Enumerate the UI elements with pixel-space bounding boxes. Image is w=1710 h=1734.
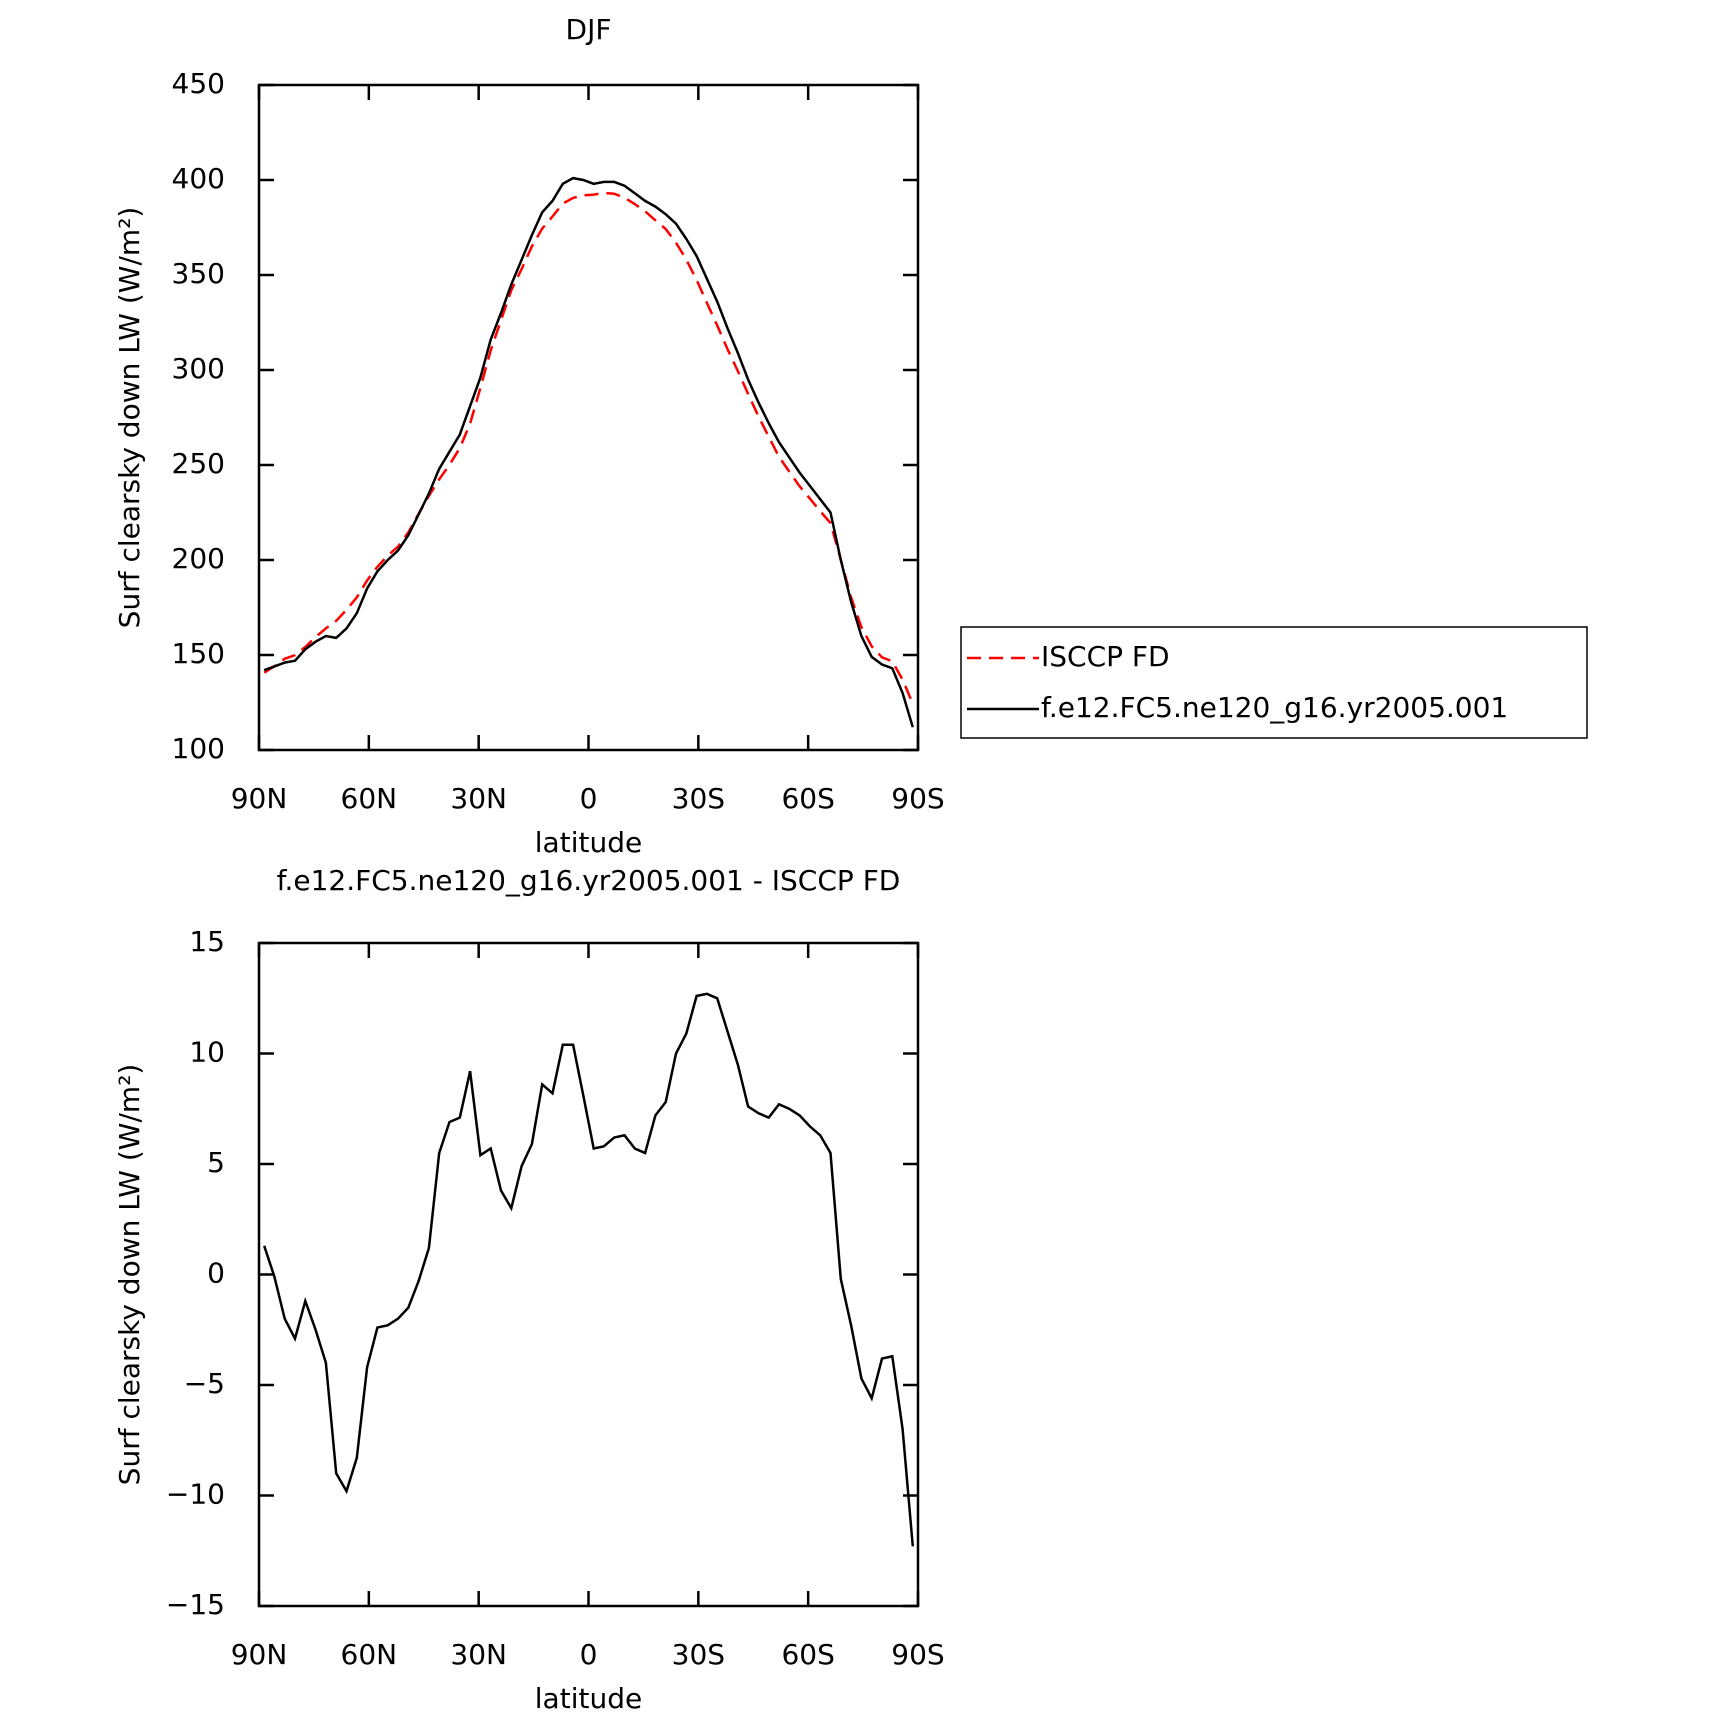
x-axis-label: latitude [535, 826, 642, 859]
x-tick-label: 90N [231, 1638, 288, 1671]
x-tick-label: 30S [672, 1638, 725, 1671]
x-axis-label: latitude [535, 1682, 642, 1715]
x-tick-label: 30N [450, 782, 507, 815]
y-axis-label: Surf clearsky down LW (W/m²) [113, 207, 146, 629]
y-tick-label: 300 [172, 352, 225, 385]
x-tick-label: 90N [231, 782, 288, 815]
x-tick-label: 30N [450, 1638, 507, 1671]
plot-frame [257, 941, 920, 1608]
y-tick-label: 100 [172, 732, 225, 765]
x-tick-label: 0 [580, 1638, 598, 1671]
x-tick-label: 60N [341, 782, 398, 815]
x-tick-label: 90S [891, 782, 944, 815]
y-tick-label: 200 [172, 542, 225, 575]
data-line [263, 191, 914, 705]
legend-label: f.e12.FC5.ne120_g16.yr2005.001 [1041, 691, 1508, 724]
chart-title: DJF [566, 13, 612, 46]
data-line [263, 992, 915, 1547]
y-tick-label: −15 [166, 1588, 225, 1621]
x-tick-label: 30S [672, 782, 725, 815]
chart-title: f.e12.FC5.ne120_g16.yr2005.001 - ISCCP F… [277, 864, 901, 897]
y-tick-label: 5 [207, 1146, 225, 1179]
y-tick-label: 150 [172, 637, 225, 670]
data-line [263, 176, 914, 728]
y-tick-label: 450 [172, 67, 225, 100]
legend-label: ISCCP FD [1041, 640, 1170, 673]
y-tick-label: −10 [166, 1478, 225, 1511]
x-tick-label: 0 [580, 782, 598, 815]
y-tick-label: −5 [184, 1367, 225, 1400]
x-tick-label: 60S [781, 1638, 834, 1671]
plot-frame [257, 83, 920, 752]
legend-box [960, 626, 1588, 739]
y-tick-label: 0 [207, 1257, 225, 1290]
y-tick-label: 250 [172, 447, 225, 480]
x-tick-label: 60N [341, 1638, 398, 1671]
y-tick-label: 350 [172, 257, 225, 290]
y-tick-label: 400 [172, 162, 225, 195]
y-tick-label: 10 [189, 1036, 225, 1069]
x-tick-label: 90S [891, 1638, 944, 1671]
y-axis-label: Surf clearsky down LW (W/m²) [113, 1064, 146, 1486]
x-tick-label: 60S [781, 782, 834, 815]
y-tick-label: 15 [189, 925, 225, 958]
